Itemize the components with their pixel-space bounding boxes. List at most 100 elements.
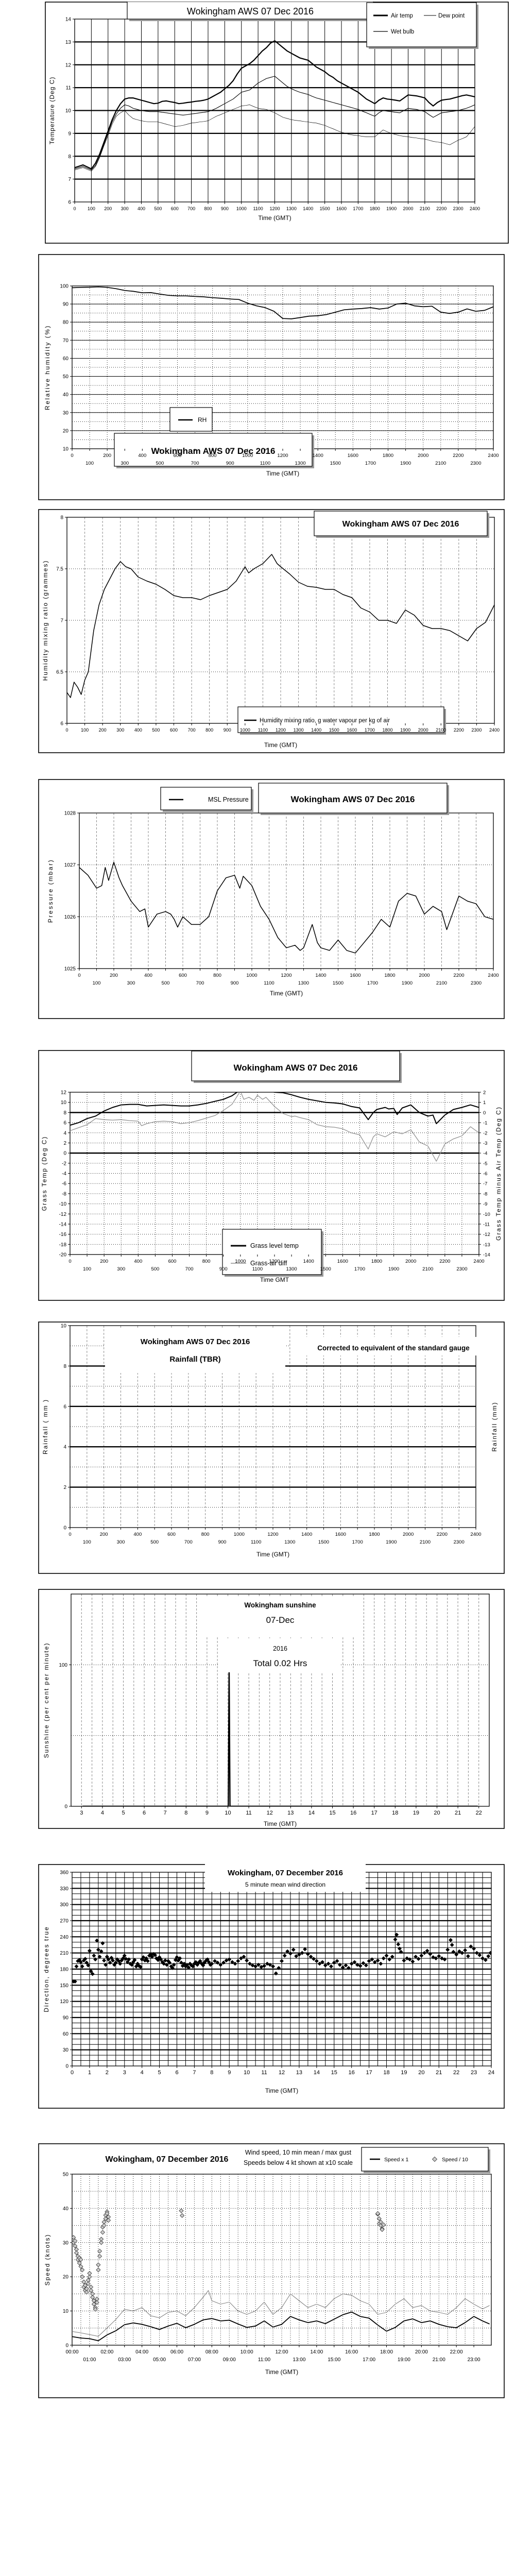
svg-text:100: 100 xyxy=(59,1663,67,1668)
svg-text:200: 200 xyxy=(99,727,107,733)
svg-text:1100: 1100 xyxy=(253,206,263,211)
svg-text:5 minute mean wind direction: 5 minute mean wind direction xyxy=(245,1881,325,1888)
svg-text:Time (GMT): Time (GMT) xyxy=(266,470,299,477)
svg-text:14: 14 xyxy=(308,1810,315,1816)
svg-text:2000: 2000 xyxy=(419,973,430,978)
svg-text:Humidity mixing ratio (grammes: Humidity mixing ratio (grammes) xyxy=(42,560,49,681)
wind-speed-chart: Wokingham, 07 December 2016 Wind speed, 1… xyxy=(38,2143,505,2398)
svg-text:300: 300 xyxy=(117,1539,125,1545)
svg-text:-12: -12 xyxy=(59,1212,67,1217)
svg-text:07-Dec: 07-Dec xyxy=(266,1615,295,1625)
svg-text:20: 20 xyxy=(418,2070,424,2076)
svg-text:1500: 1500 xyxy=(318,1539,329,1545)
svg-text:1: 1 xyxy=(88,2070,91,2076)
svg-text:1600: 1600 xyxy=(336,206,347,211)
svg-text:9: 9 xyxy=(228,2070,231,2076)
svg-text:2200: 2200 xyxy=(439,1259,450,1264)
svg-text:700: 700 xyxy=(184,1539,193,1545)
svg-text:600: 600 xyxy=(167,1532,176,1537)
svg-text:1700: 1700 xyxy=(365,727,375,733)
svg-text:1900: 1900 xyxy=(386,1539,397,1545)
svg-text:100: 100 xyxy=(60,284,68,290)
svg-text:1300: 1300 xyxy=(284,1539,295,1545)
svg-text:10: 10 xyxy=(244,2070,250,2076)
svg-text:2100: 2100 xyxy=(436,980,447,986)
svg-text:300: 300 xyxy=(127,980,135,986)
svg-text:2300: 2300 xyxy=(453,206,464,211)
svg-text:800: 800 xyxy=(209,453,217,459)
svg-text:Sunshine (per cent per minute): Sunshine (per cent per minute) xyxy=(43,1642,50,1758)
svg-text:1027: 1027 xyxy=(64,862,76,868)
svg-text:17:00: 17:00 xyxy=(363,2357,375,2363)
svg-text:40: 40 xyxy=(63,392,69,398)
svg-text:17: 17 xyxy=(371,1810,377,1816)
svg-text:9: 9 xyxy=(205,1810,209,1816)
svg-text:Speeds below 4 kt shown at x10: Speeds below 4 kt shown at x10 scale xyxy=(244,2159,353,2166)
svg-text:Pressure (mbar): Pressure (mbar) xyxy=(47,859,54,923)
svg-text:-10: -10 xyxy=(483,1212,490,1217)
svg-text:1000: 1000 xyxy=(235,1259,246,1264)
svg-text:3: 3 xyxy=(123,2070,126,2076)
svg-text:2300: 2300 xyxy=(471,980,482,986)
svg-text:7: 7 xyxy=(60,618,63,624)
svg-text:40: 40 xyxy=(63,2206,69,2212)
svg-text:09:00: 09:00 xyxy=(223,2357,236,2363)
svg-text:1200: 1200 xyxy=(276,727,286,733)
svg-text:0: 0 xyxy=(65,727,68,733)
svg-text:21: 21 xyxy=(455,1810,461,1816)
svg-text:2016: 2016 xyxy=(273,1645,287,1652)
svg-text:-8: -8 xyxy=(62,1191,66,1197)
svg-text:400: 400 xyxy=(144,973,152,978)
svg-text:500: 500 xyxy=(162,980,170,986)
svg-text:240: 240 xyxy=(60,1935,68,1940)
svg-text:60: 60 xyxy=(63,356,69,362)
svg-text:1900: 1900 xyxy=(402,980,413,986)
svg-text:600: 600 xyxy=(174,453,182,459)
svg-text:1400: 1400 xyxy=(303,206,313,211)
svg-text:200: 200 xyxy=(104,206,112,211)
svg-text:1400: 1400 xyxy=(313,453,323,459)
svg-text:2: 2 xyxy=(106,2070,109,2076)
svg-text:7: 7 xyxy=(193,2070,196,2076)
wind-direction-chart: Wokingham, 07 December 2016 5 minute mean… xyxy=(38,1864,505,2109)
svg-text:13: 13 xyxy=(65,40,72,45)
svg-text:1100: 1100 xyxy=(260,461,270,466)
svg-text:0: 0 xyxy=(71,453,73,459)
svg-text:1600: 1600 xyxy=(347,727,357,733)
svg-text:100: 100 xyxy=(88,206,95,211)
svg-text:1300: 1300 xyxy=(295,461,306,466)
svg-text:2300: 2300 xyxy=(456,1266,467,1272)
svg-text:900: 900 xyxy=(218,1539,227,1545)
svg-text:Wokingham AWS 07 Dec 2016: Wokingham AWS 07 Dec 2016 xyxy=(291,794,415,804)
svg-text:14: 14 xyxy=(65,17,72,23)
svg-text:120: 120 xyxy=(60,1999,68,2005)
svg-text:300: 300 xyxy=(116,727,124,733)
svg-text:Dew point: Dew point xyxy=(438,13,465,19)
svg-text:2000: 2000 xyxy=(403,206,413,211)
svg-text:400: 400 xyxy=(138,206,145,211)
svg-text:1600: 1600 xyxy=(348,453,358,459)
svg-text:8: 8 xyxy=(63,1364,66,1369)
svg-text:2400: 2400 xyxy=(470,206,480,211)
svg-text:2100: 2100 xyxy=(436,727,446,733)
svg-text:19: 19 xyxy=(413,1810,419,1816)
svg-text:Time (GMT): Time (GMT) xyxy=(258,214,291,222)
svg-text:MSL Pressure: MSL Pressure xyxy=(208,796,249,803)
svg-text:Relative humidity (%): Relative humidity (%) xyxy=(44,325,51,410)
svg-text:19: 19 xyxy=(401,2070,407,2076)
svg-text:Grass level temp: Grass level temp xyxy=(250,1242,299,1249)
svg-text:-14: -14 xyxy=(59,1222,67,1227)
svg-text:1900: 1900 xyxy=(386,206,397,211)
svg-text:Grass Temp (Deg C): Grass Temp (Deg C) xyxy=(41,1136,48,1211)
svg-text:07:00: 07:00 xyxy=(188,2357,201,2363)
svg-text:1200: 1200 xyxy=(277,453,288,459)
svg-text:2200: 2200 xyxy=(437,1532,448,1537)
svg-text:1600: 1600 xyxy=(337,1259,348,1264)
svg-text:15: 15 xyxy=(329,1810,335,1816)
svg-text:400: 400 xyxy=(133,1532,142,1537)
svg-text:700: 700 xyxy=(191,461,199,466)
svg-text:2400: 2400 xyxy=(473,1259,484,1264)
svg-text:2400: 2400 xyxy=(470,1532,481,1537)
svg-text:Grass Temp minus Air Temp (Deg: Grass Temp minus Air Temp (Deg C) xyxy=(495,1106,502,1241)
